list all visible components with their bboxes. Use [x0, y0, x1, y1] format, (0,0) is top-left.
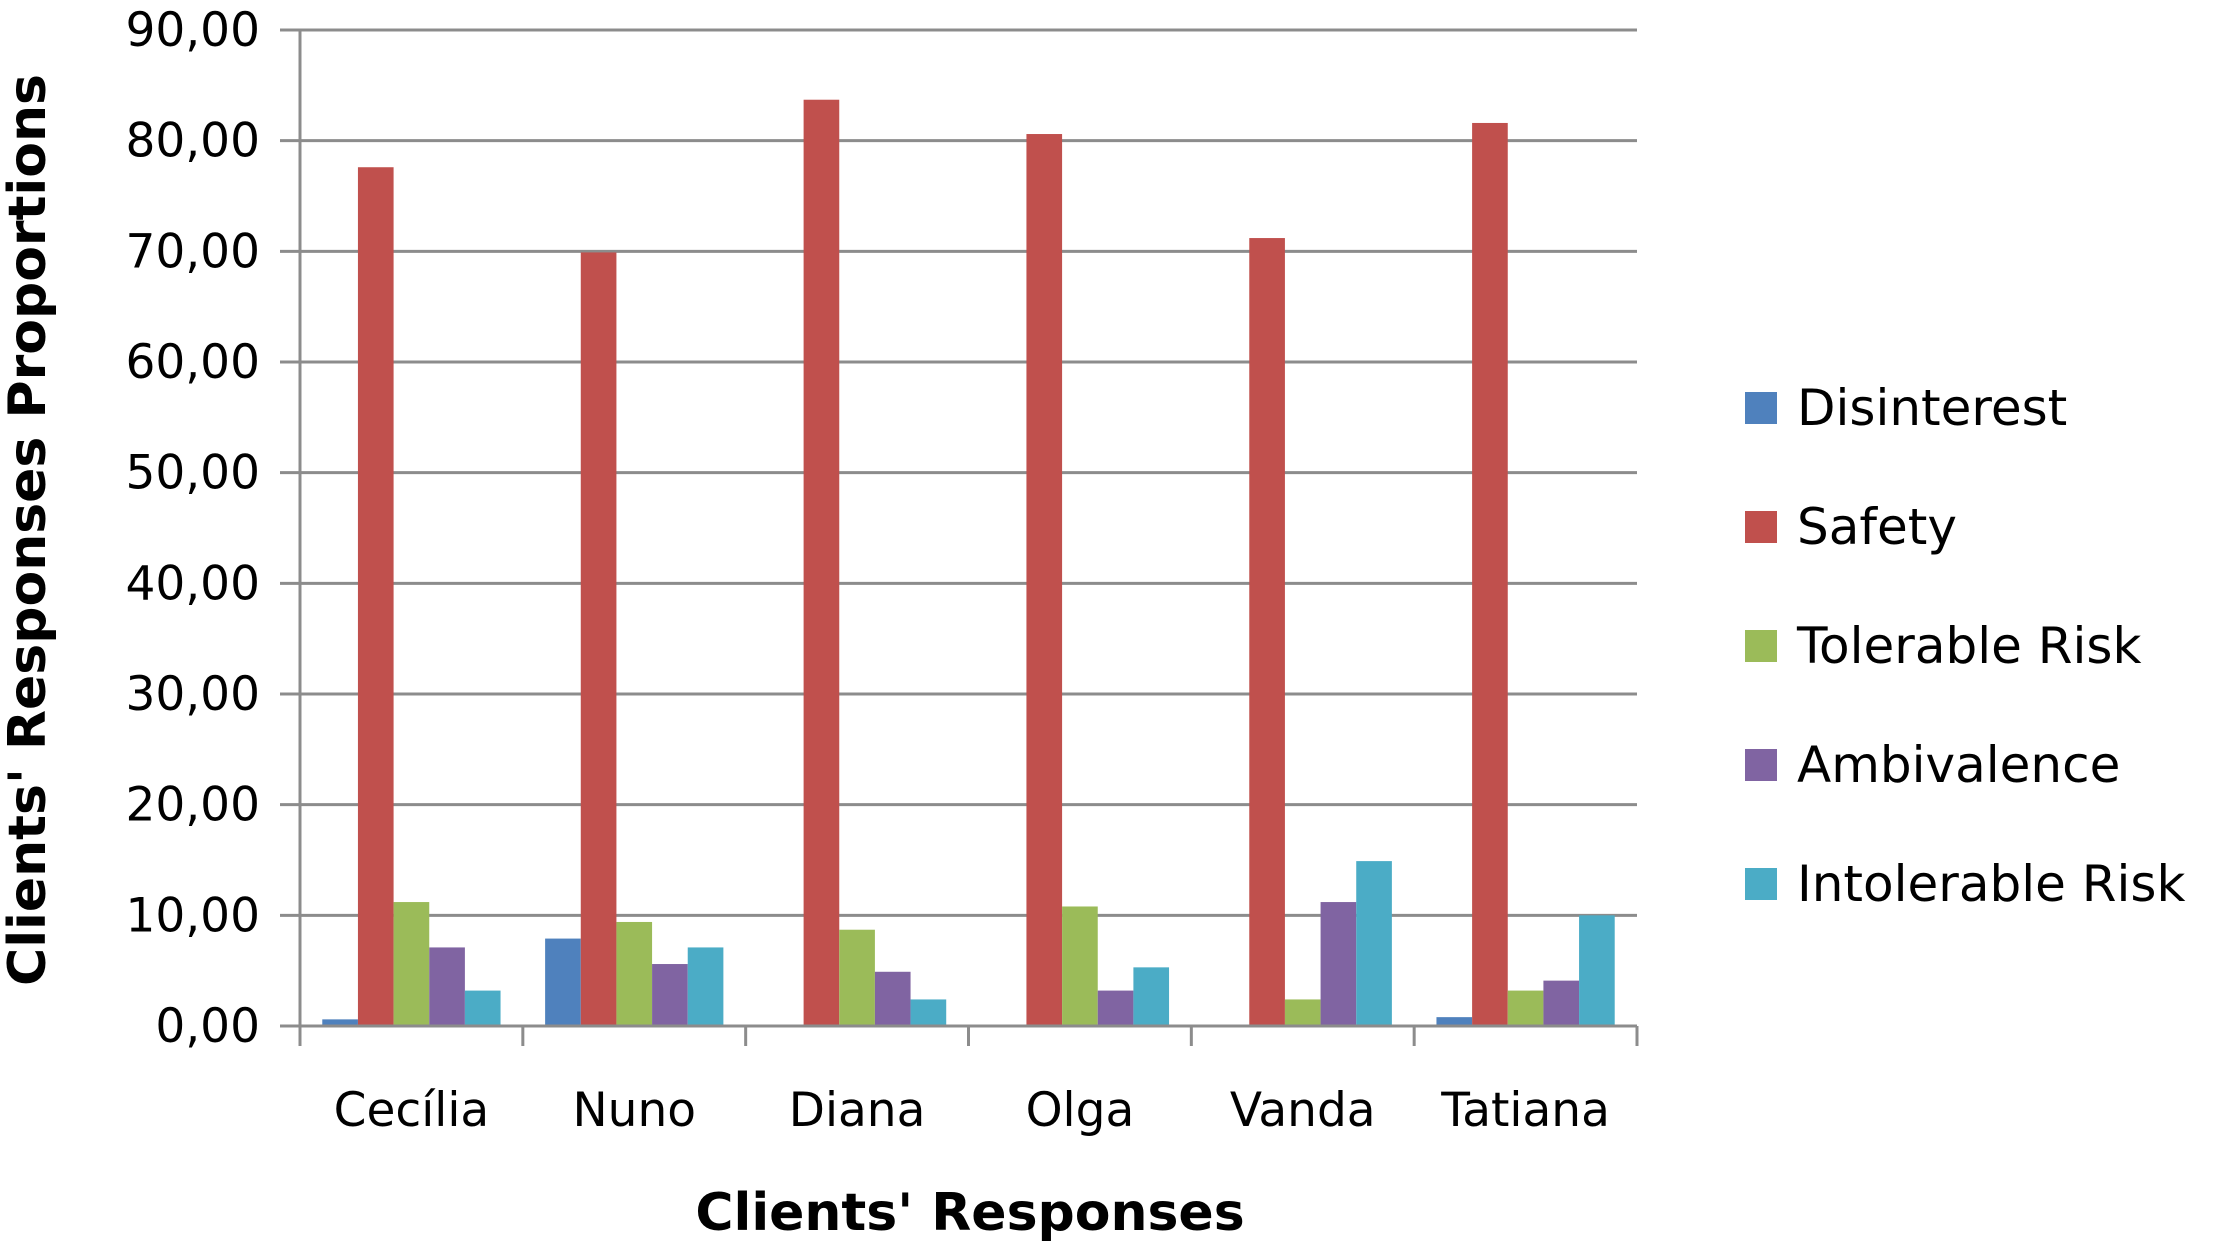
bar	[322, 1019, 358, 1026]
bar	[393, 902, 430, 1026]
x-tick-label: Cecília	[334, 1083, 490, 1138]
legend-swatch	[1745, 749, 1777, 781]
legend-label: Intolerable Risk	[1797, 855, 2185, 913]
bar	[545, 938, 581, 1026]
bar	[1579, 915, 1615, 1026]
bar	[1543, 980, 1580, 1026]
x-tick-label: Tatiana	[1440, 1083, 1610, 1138]
legend-swatch	[1745, 630, 1777, 662]
y-tick-label: 90,00	[125, 3, 260, 58]
bar	[1133, 967, 1170, 1026]
x-tick-label: Diana	[789, 1083, 926, 1138]
legend-label: Tolerable Risk	[1796, 617, 2141, 675]
bar	[1436, 1017, 1473, 1026]
bar	[357, 167, 394, 1026]
y-tick-label: 60,00	[125, 335, 260, 390]
y-tick-label: 0,00	[155, 999, 260, 1054]
bar	[652, 964, 688, 1026]
bar	[687, 947, 724, 1026]
legend-label: Disinterest	[1797, 379, 2067, 437]
bar	[616, 921, 653, 1026]
bar	[803, 99, 840, 1027]
x-axis-tick-labels: Cecília Nuno Diana Olga Vanda Tatiana	[334, 1083, 1610, 1138]
y-tick-label: 70,00	[125, 224, 260, 279]
y-tick-label: 50,00	[125, 446, 260, 501]
legend-label: Ambivalence	[1797, 736, 2120, 794]
x-axis	[298, 30, 1639, 1046]
y-axis-title: Clients' Responses Proportions	[0, 74, 58, 986]
x-tick-label: Vanda	[1230, 1083, 1376, 1138]
gridlines	[280, 28, 1637, 1028]
y-tick-label: 40,00	[125, 556, 260, 611]
bar	[1507, 990, 1544, 1026]
bar	[1026, 134, 1063, 1026]
legend-swatch	[1745, 868, 1777, 900]
legend-swatch	[1745, 392, 1777, 424]
x-axis-title: Clients' Responses	[695, 1183, 1244, 1243]
legend: Disinterest Safety Tolerable Risk Ambivalen…	[1745, 379, 2185, 913]
bar	[874, 971, 911, 1026]
legend-label: Safety	[1797, 498, 1957, 556]
y-tick-label: 20,00	[125, 778, 260, 833]
bar	[839, 929, 875, 1026]
bar	[1249, 238, 1285, 1026]
bar	[464, 990, 501, 1026]
bar	[1320, 902, 1357, 1026]
bars	[322, 99, 1615, 1027]
bar	[1472, 122, 1508, 1026]
y-tick-label: 10,00	[125, 888, 260, 943]
y-axis-tick-labels: 0,00 10,00 20,00 30,00 40,00 50,00 60,00 70,00 8…	[125, 3, 260, 1054]
bar	[1062, 906, 1098, 1026]
bar	[580, 252, 617, 1026]
bar	[1284, 999, 1321, 1026]
bar	[1097, 990, 1134, 1026]
y-tick-label: 30,00	[125, 667, 260, 722]
bar	[910, 999, 947, 1026]
y-tick-label: 80,00	[125, 114, 260, 169]
x-tick-label: Nuno	[573, 1083, 697, 1138]
bar	[429, 947, 465, 1026]
x-tick-label: Olga	[1026, 1083, 1135, 1138]
legend-swatch	[1745, 511, 1777, 543]
bar	[1356, 861, 1392, 1026]
